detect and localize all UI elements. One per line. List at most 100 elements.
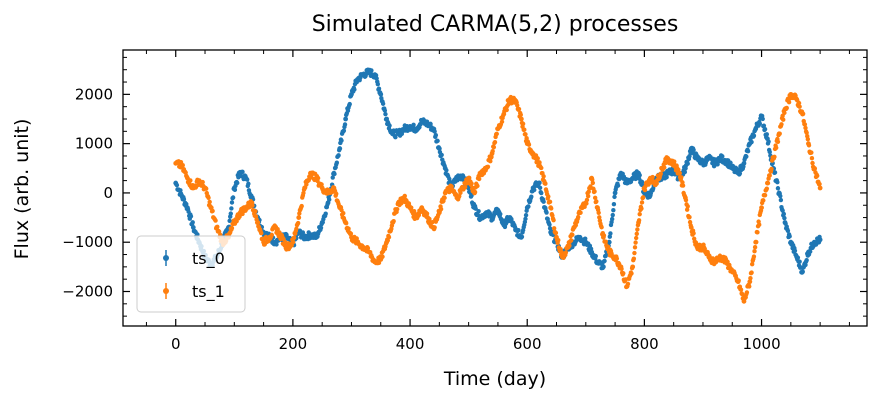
sample-dot bbox=[775, 186, 781, 191]
sample-dot bbox=[764, 132, 770, 137]
sample-dot bbox=[611, 201, 617, 207]
sample-dot bbox=[491, 144, 497, 150]
sample-dot bbox=[642, 187, 648, 193]
sample-dot bbox=[610, 212, 615, 218]
sample-dot bbox=[435, 138, 440, 144]
sample-dot bbox=[639, 200, 645, 205]
sample-dot bbox=[391, 218, 396, 224]
sample-dot bbox=[804, 130, 809, 135]
sample-dot bbox=[520, 121, 526, 126]
y-tick-label: 1000 bbox=[75, 135, 113, 153]
sample-dot bbox=[213, 218, 218, 223]
sample-dot bbox=[784, 105, 789, 111]
data-point bbox=[436, 146, 442, 151]
data-point bbox=[741, 160, 747, 166]
sample-dot bbox=[602, 258, 607, 264]
sample-dot bbox=[522, 127, 527, 132]
sample-dot bbox=[635, 227, 640, 232]
sample-dot bbox=[761, 123, 767, 128]
sample-dot bbox=[633, 235, 639, 241]
data-point bbox=[337, 146, 343, 151]
sample-dot bbox=[637, 211, 642, 217]
legend-box bbox=[136, 235, 246, 313]
sample-dot bbox=[299, 203, 304, 209]
x-tick-label: 600 bbox=[513, 335, 542, 353]
sample-dot bbox=[682, 169, 688, 175]
sample-dot bbox=[529, 194, 534, 199]
sample-dot bbox=[738, 287, 744, 292]
sample-dot bbox=[769, 166, 774, 172]
sample-dot bbox=[327, 197, 332, 202]
sample-dot bbox=[237, 214, 242, 219]
sample-dot bbox=[483, 214, 488, 219]
sample-dot bbox=[438, 206, 444, 212]
sample-dot bbox=[596, 210, 601, 216]
sample-dot bbox=[584, 197, 590, 203]
sample-dot bbox=[797, 259, 802, 264]
sample-dot bbox=[607, 234, 613, 239]
sample-dot bbox=[650, 174, 655, 180]
y-axis-label: Flux (arb. unit) bbox=[11, 119, 33, 260]
sample-dot bbox=[485, 164, 491, 169]
sample-dot bbox=[807, 249, 813, 254]
sample-dot bbox=[796, 100, 802, 106]
sample-dot bbox=[775, 180, 780, 185]
sample-dot bbox=[319, 182, 324, 187]
sample-dot bbox=[603, 239, 608, 244]
data-point bbox=[677, 170, 682, 176]
y-tick-label: −2000 bbox=[62, 283, 113, 301]
data-point bbox=[255, 220, 261, 225]
sample-dot bbox=[181, 197, 187, 202]
sample-dot bbox=[749, 270, 754, 275]
sample-dot bbox=[745, 149, 751, 154]
sample-dot bbox=[323, 211, 328, 216]
sample-dot bbox=[809, 150, 814, 155]
series-ts_1 bbox=[173, 91, 823, 304]
sample-dot bbox=[297, 211, 302, 216]
sample-dot bbox=[767, 173, 772, 178]
sample-dot bbox=[585, 193, 591, 199]
sample-dot bbox=[782, 110, 787, 116]
sample-dot bbox=[765, 180, 771, 186]
sample-dot bbox=[594, 199, 599, 204]
sample-dot bbox=[380, 101, 386, 106]
data-point bbox=[600, 264, 606, 270]
sample-dot bbox=[424, 211, 430, 216]
sample-dot bbox=[537, 160, 542, 165]
legend-marker bbox=[163, 255, 169, 261]
sample-dot bbox=[339, 138, 344, 143]
sample-dot bbox=[347, 101, 352, 107]
sample-dot bbox=[294, 226, 299, 231]
sample-dot bbox=[781, 211, 787, 217]
sample-dot bbox=[380, 254, 385, 259]
sample-dot bbox=[749, 261, 755, 267]
sample-dot bbox=[601, 233, 607, 238]
sample-dot bbox=[393, 135, 398, 140]
sample-dot bbox=[757, 121, 762, 126]
sample-dot bbox=[504, 107, 509, 113]
sample-dot bbox=[752, 245, 758, 250]
sample-dot bbox=[772, 170, 778, 175]
data-point bbox=[518, 116, 524, 122]
sample-dot bbox=[526, 142, 532, 147]
y-tick-label: −1000 bbox=[62, 233, 113, 251]
sample-dot bbox=[744, 154, 749, 159]
sample-dot bbox=[246, 181, 251, 186]
sample-dot bbox=[658, 171, 663, 176]
legend-label: ts_1 bbox=[192, 282, 225, 302]
sample-dot bbox=[374, 76, 379, 81]
sample-dot bbox=[227, 218, 232, 223]
axis-ticks: 0 200 400 600 800 1000 −2000 −1000 0 1000 2000 bbox=[62, 50, 867, 353]
data-point bbox=[817, 237, 823, 243]
sample-dot bbox=[472, 189, 478, 195]
sample-dot bbox=[757, 222, 762, 227]
sample-dot bbox=[583, 236, 588, 241]
sample-dot bbox=[433, 132, 439, 138]
x-tick-label: 0 bbox=[171, 335, 181, 353]
sample-dot bbox=[541, 174, 546, 179]
sample-dot bbox=[432, 129, 437, 134]
sample-dot bbox=[330, 175, 335, 180]
sample-dot bbox=[476, 176, 482, 182]
sample-dot bbox=[720, 154, 725, 159]
sample-dot bbox=[609, 216, 615, 222]
